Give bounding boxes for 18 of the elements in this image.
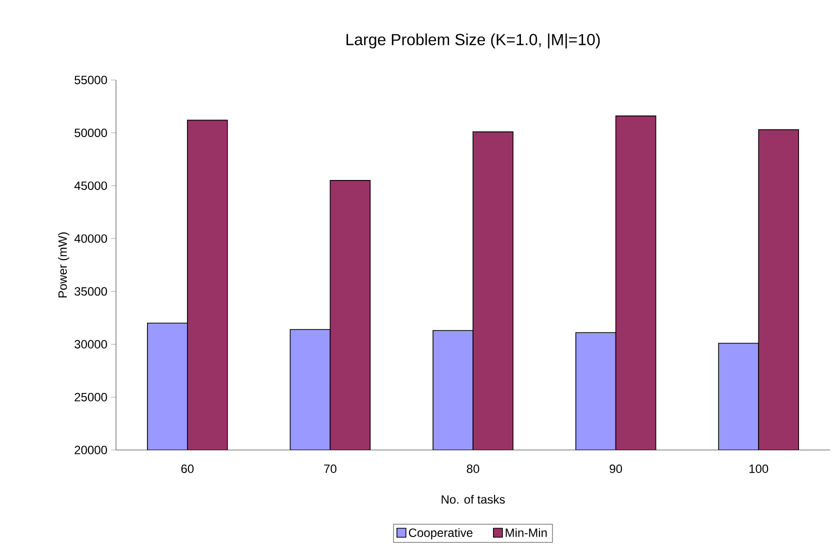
legend-label: Min-Min — [506, 528, 547, 537]
y-tick-label: 30000 — [74, 340, 107, 349]
x-tick-label: 80 — [466, 464, 480, 474]
y-tick-label: 55000 — [74, 76, 107, 84]
y-tick-label: 50000 — [74, 128, 107, 138]
y-tick-label: 20000 — [74, 446, 107, 454]
legend-label: Cooperative — [408, 528, 472, 540]
x-tick-label: 100 — [749, 464, 768, 474]
y-axis-title: Power (mW) — [58, 232, 70, 298]
y-tick-label: 40000 — [74, 234, 107, 243]
x-tick-label: 70 — [324, 464, 336, 474]
y-tick-label: 45000 — [74, 181, 107, 190]
chart-title: Large Problem Size (K=1.0, |M|=10) — [346, 33, 600, 48]
x-axis-title: No. of tasks — [442, 494, 505, 504]
y-tick-label: 35000 — [74, 287, 107, 296]
x-tick-label: 90 — [610, 464, 622, 474]
x-tick-label: 60 — [181, 464, 194, 474]
y-tick-label: 25000 — [74, 392, 107, 402]
